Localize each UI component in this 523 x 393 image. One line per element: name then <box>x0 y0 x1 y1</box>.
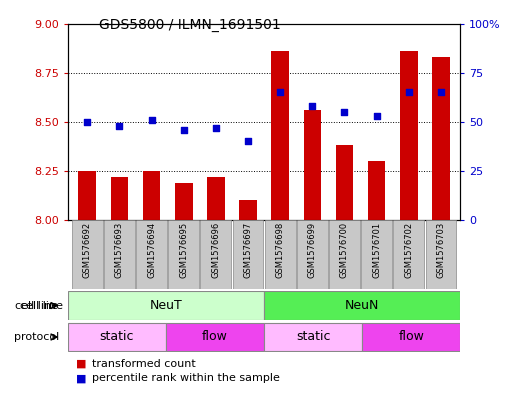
Point <box>308 103 316 109</box>
Bar <box>426 220 457 289</box>
Text: static: static <box>100 331 134 343</box>
Bar <box>329 220 360 289</box>
Bar <box>143 171 161 220</box>
Text: GSM1576701: GSM1576701 <box>372 222 381 278</box>
Text: GSM1576703: GSM1576703 <box>437 222 446 278</box>
Bar <box>400 51 418 220</box>
Point <box>179 127 188 133</box>
Bar <box>264 323 362 351</box>
Text: static: static <box>296 331 331 343</box>
Bar <box>110 177 128 220</box>
Bar <box>233 220 264 289</box>
Text: cell line: cell line <box>15 301 59 310</box>
Bar <box>175 183 192 220</box>
Bar <box>168 220 199 289</box>
Bar <box>271 51 289 220</box>
Point <box>115 123 123 129</box>
Text: GSM1576700: GSM1576700 <box>340 222 349 278</box>
Text: GSM1576694: GSM1576694 <box>147 222 156 278</box>
Point <box>212 125 220 131</box>
Point <box>147 117 156 123</box>
Text: NeuT: NeuT <box>150 299 183 312</box>
Bar <box>207 177 225 220</box>
Bar <box>68 292 264 320</box>
Point <box>244 138 252 145</box>
Text: GSM1576693: GSM1576693 <box>115 222 124 278</box>
Bar <box>393 220 424 289</box>
Bar <box>361 220 392 289</box>
Text: flow: flow <box>202 331 228 343</box>
Text: GSM1576699: GSM1576699 <box>308 222 317 278</box>
Text: percentile rank within the sample: percentile rank within the sample <box>92 373 279 384</box>
Bar <box>265 220 295 289</box>
Text: GSM1576695: GSM1576695 <box>179 222 188 278</box>
Bar <box>136 220 167 289</box>
Bar <box>239 200 257 220</box>
Text: flow: flow <box>399 331 424 343</box>
Point <box>372 113 381 119</box>
Bar <box>303 110 321 220</box>
Bar <box>78 171 96 220</box>
Bar <box>72 220 103 289</box>
Text: NeuN: NeuN <box>345 299 379 312</box>
Point <box>276 89 285 95</box>
Point <box>405 89 413 95</box>
Text: protocol: protocol <box>14 332 60 342</box>
Bar <box>362 323 460 351</box>
Bar <box>432 57 450 220</box>
Point <box>340 109 349 115</box>
Bar <box>200 220 231 289</box>
Text: GSM1576692: GSM1576692 <box>83 222 92 278</box>
Bar <box>336 145 354 220</box>
Point <box>437 89 445 95</box>
Bar <box>264 292 460 320</box>
Bar <box>368 161 385 220</box>
Text: GSM1576697: GSM1576697 <box>244 222 253 278</box>
Text: GSM1576698: GSM1576698 <box>276 222 285 278</box>
Text: ■: ■ <box>76 358 86 369</box>
Bar <box>166 323 264 351</box>
Point <box>83 119 92 125</box>
Text: GDS5800 / ILMN_1691501: GDS5800 / ILMN_1691501 <box>99 18 281 32</box>
Text: GSM1576702: GSM1576702 <box>404 222 413 278</box>
Text: transformed count: transformed count <box>92 358 195 369</box>
Text: GSM1576696: GSM1576696 <box>211 222 220 278</box>
Bar <box>297 220 328 289</box>
Bar <box>104 220 135 289</box>
Text: cell line: cell line <box>20 301 63 310</box>
Text: ■: ■ <box>76 373 86 384</box>
Bar <box>68 323 166 351</box>
